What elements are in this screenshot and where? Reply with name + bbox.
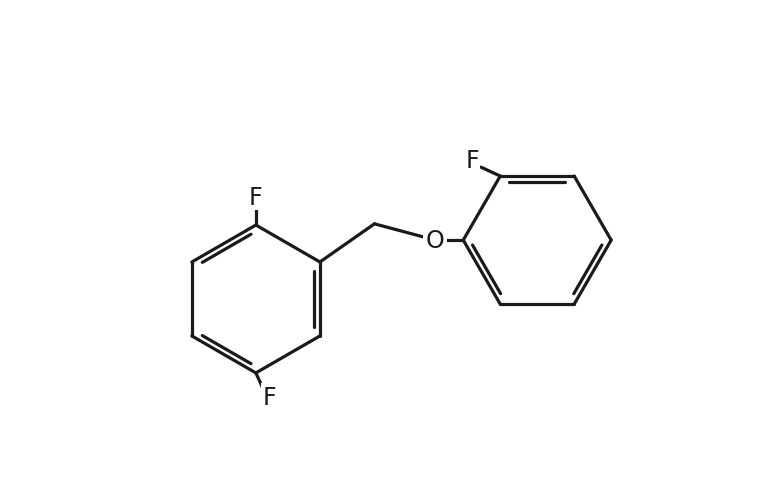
Text: F: F	[262, 385, 276, 409]
Text: O: O	[426, 228, 444, 253]
Text: F: F	[465, 148, 479, 172]
Text: F: F	[249, 185, 263, 209]
